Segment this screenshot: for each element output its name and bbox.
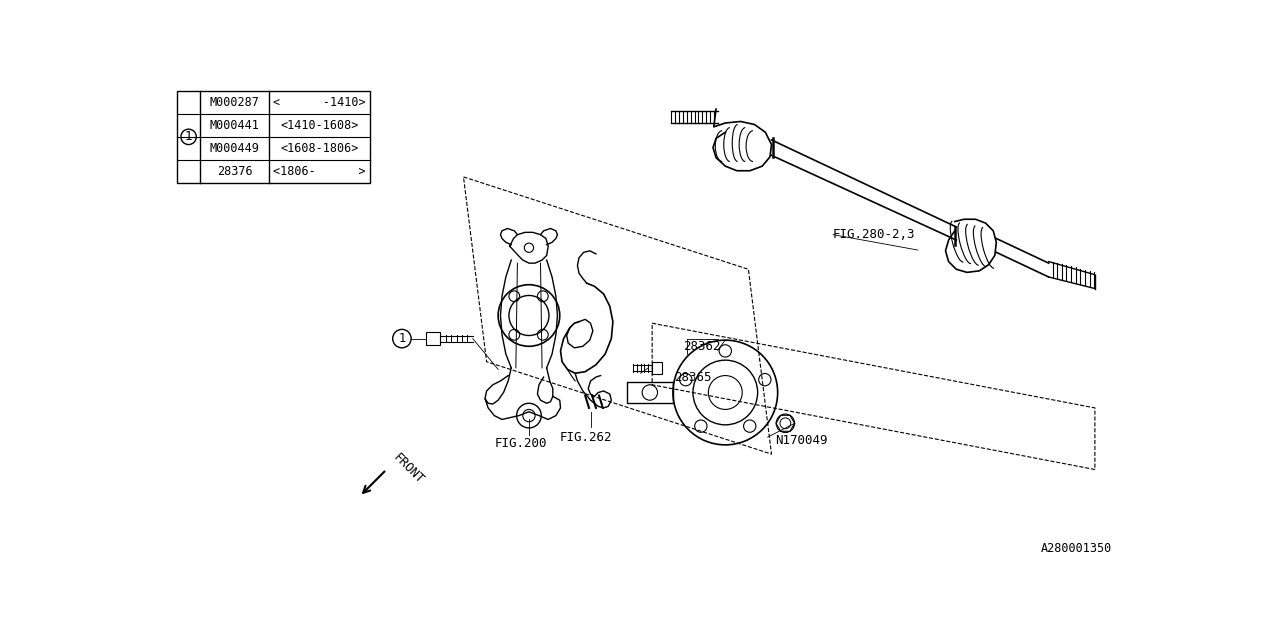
Text: <1608-1806>: <1608-1806> <box>280 142 358 155</box>
Text: M000287: M000287 <box>210 96 260 109</box>
Text: FIG.262: FIG.262 <box>559 431 612 444</box>
Text: FIG.200: FIG.200 <box>494 437 547 450</box>
Text: 1: 1 <box>184 131 192 143</box>
Text: <1806-      >: <1806- > <box>273 165 366 178</box>
Text: <1410-1608>: <1410-1608> <box>280 119 358 132</box>
Text: M000449: M000449 <box>210 142 260 155</box>
Text: 28376: 28376 <box>218 165 252 178</box>
Text: FIG.280-2,3: FIG.280-2,3 <box>833 228 915 241</box>
Text: 28362: 28362 <box>684 340 721 353</box>
Text: A280001350: A280001350 <box>1041 541 1112 554</box>
Text: FRONT: FRONT <box>390 451 426 487</box>
Text: 1: 1 <box>398 332 406 345</box>
Text: 28365: 28365 <box>673 371 712 383</box>
Text: M000441: M000441 <box>210 119 260 132</box>
Text: <      -1410>: < -1410> <box>273 96 366 109</box>
Text: N170049: N170049 <box>776 434 828 447</box>
